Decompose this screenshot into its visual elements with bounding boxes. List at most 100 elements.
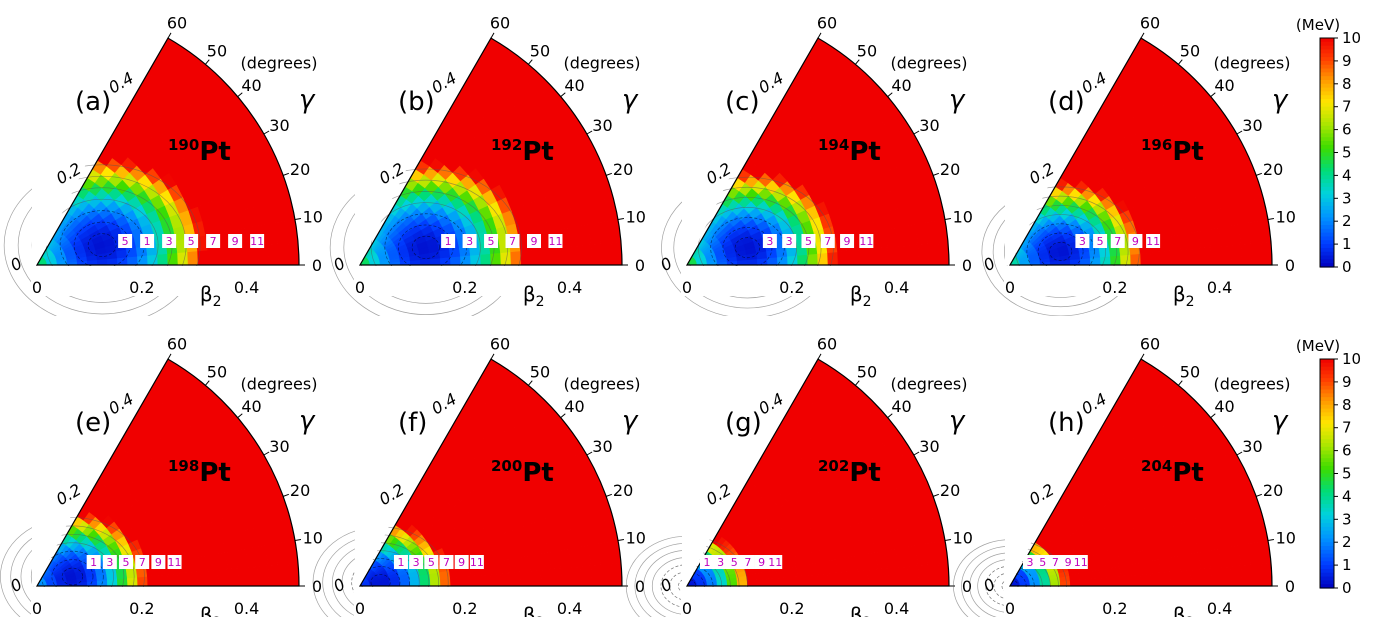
- colorbar-tick-label: 8: [1342, 75, 1352, 93]
- gamma-tick: [1210, 413, 1216, 418]
- gamma-tick: [606, 172, 613, 176]
- gamma-tick-label: 50: [530, 363, 550, 382]
- contour-value-label: 7: [210, 235, 217, 248]
- contour-value-label: 1: [445, 235, 452, 248]
- colorbar-swatch: [1320, 228, 1334, 234]
- heat-cell: [825, 559, 838, 575]
- heat-cell: [560, 246, 572, 266]
- sector-outline: [358, 37, 623, 266]
- heat-cell: [570, 566, 583, 587]
- heat-cell: [907, 565, 920, 587]
- colorbar-swatch: [1320, 57, 1334, 62]
- colorbar-swatch: [1320, 144, 1334, 150]
- colorbar-swatch: [1320, 148, 1334, 154]
- colorbar-swatch: [1320, 41, 1334, 47]
- contour-label-box: [1073, 555, 1088, 569]
- heat-cell: [837, 571, 849, 587]
- colorbar-swatch: [1320, 213, 1334, 218]
- colorbar-swatch: [1320, 435, 1334, 440]
- colorbar-swatch: [1320, 500, 1334, 505]
- gamma-tick: [283, 172, 290, 176]
- heat-cell: [520, 570, 532, 587]
- colorbar-swatch: [1320, 186, 1334, 192]
- heat-cell: [917, 564, 930, 587]
- colorbar-swatch: [1320, 523, 1334, 528]
- heat-cell: [147, 575, 159, 587]
- heat-cell: [610, 241, 623, 266]
- heat-cell: [1130, 574, 1142, 587]
- gamma-tick: [944, 217, 952, 220]
- colorbar-swatch: [1320, 477, 1334, 482]
- heat-cell: [540, 247, 552, 266]
- gamma-tick: [887, 92, 893, 97]
- colorbar-unit-label: (MeV): [1296, 337, 1340, 355]
- beta-edge-tick-label: 0: [330, 253, 348, 275]
- mask-bottom: [354, 587, 630, 617]
- heat-cell: [520, 249, 532, 266]
- contour-line: [1004, 204, 1118, 298]
- colorbar-swatch: [1320, 53, 1334, 58]
- nucleus-element: Pt: [199, 458, 230, 488]
- gamma-tick-label: 10: [303, 528, 323, 547]
- colorbar-swatch: [1320, 488, 1334, 494]
- nucleus-element: Pt: [199, 137, 230, 167]
- contour-value-label: 7: [443, 556, 450, 569]
- heat-cell: [805, 562, 818, 576]
- heat-cell: [177, 572, 189, 587]
- beta-axis-subscript: 2: [213, 294, 222, 310]
- beta-tick-label: 0.2: [452, 278, 477, 297]
- gamma-tick-label: 10: [1276, 207, 1296, 226]
- beta-tick-label: 0.4: [1207, 278, 1232, 297]
- heat-cell: [257, 565, 270, 587]
- heat-cell: [217, 247, 229, 266]
- colorbar-swatch: [1320, 236, 1334, 241]
- heat-cell: [247, 245, 260, 266]
- mask-right: [818, 316, 969, 586]
- gamma-tick-label: 60: [167, 14, 187, 33]
- heat-cell: [1170, 570, 1182, 587]
- contour-value-label: 5: [428, 556, 435, 569]
- gamma-tick: [1178, 380, 1183, 386]
- heat-cell: [897, 245, 910, 266]
- gamma-axis-label: γ: [299, 406, 316, 436]
- contour-label-box: [102, 555, 117, 569]
- heat-cell: [1210, 567, 1222, 587]
- beta-tick-label: 0.2: [129, 599, 154, 617]
- panel-label: (d): [1048, 87, 1085, 117]
- gamma-tick: [283, 493, 290, 497]
- gamma-tick: [528, 59, 533, 65]
- gamma-axis-label: γ: [1272, 85, 1289, 115]
- gamma-tick-label: 0: [635, 256, 645, 275]
- contour-value-label: 1: [397, 556, 404, 569]
- heat-cell: [927, 242, 940, 266]
- heat-cell: [560, 567, 572, 587]
- contour-line: [981, 186, 1140, 317]
- colorbar-swatch: [1320, 163, 1334, 169]
- mask-right: [168, 316, 319, 586]
- heat-cell: [1099, 255, 1112, 266]
- colorbar-swatch: [1320, 240, 1334, 245]
- mask-right: [1141, 0, 1292, 265]
- gamma-tick-label: 30: [1242, 437, 1262, 456]
- beta-edge-tick-label: 0: [980, 574, 998, 596]
- contour-label-box: [1035, 555, 1050, 569]
- colorbar-swatch: [1320, 190, 1334, 196]
- gamma-tick-label: 30: [919, 437, 939, 456]
- heat-cell: [287, 562, 300, 587]
- gamma-tick-label: 60: [167, 335, 187, 354]
- colorbar-swatch: [1320, 202, 1334, 207]
- heat-cell: [1170, 249, 1182, 266]
- contour-label-box: [393, 555, 408, 569]
- nucleus-label: 190Pt: [168, 136, 231, 167]
- beta-tick-label: 0.4: [884, 599, 909, 617]
- colorbar-swatch: [1320, 381, 1334, 387]
- heat-cell: [1230, 565, 1243, 587]
- heat-cell: [797, 575, 809, 587]
- gamma-tick: [586, 451, 593, 456]
- colorbar-swatch: [1320, 110, 1334, 115]
- colorbar-swatch: [1320, 393, 1334, 398]
- contour-label-box: [86, 555, 101, 569]
- beta-edge-tick-label: 0: [7, 574, 25, 596]
- beta-axis-subscript: 2: [213, 615, 222, 617]
- heat-cell: [847, 570, 859, 587]
